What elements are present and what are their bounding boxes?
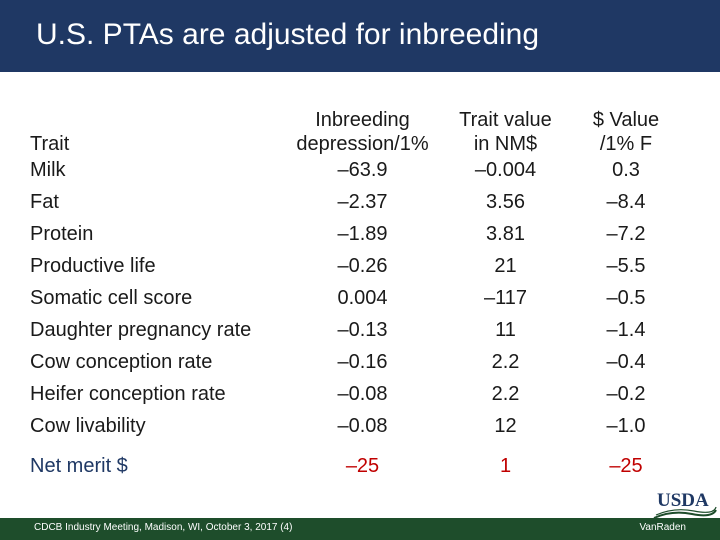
usda-logo: USDA xyxy=(653,490,717,519)
table-row-value: 3.81 xyxy=(486,223,525,245)
header-col1-line2: depression/1% xyxy=(296,133,429,155)
table-row-depression: –1.89 xyxy=(337,223,388,245)
table-row-trait: Somatic cell score xyxy=(30,287,193,309)
table-row-depression: –63.9 xyxy=(337,159,388,181)
table-row-trait: Productive life xyxy=(30,255,156,277)
table-row-depression: 0.004 xyxy=(337,287,388,309)
table-row-value: 21 xyxy=(494,255,517,277)
header-col1-line1: Inbreeding xyxy=(315,109,410,131)
table-row-value: 12 xyxy=(494,415,517,437)
header-col2-line2: in NM$ xyxy=(473,133,538,155)
table-row-value: 2.2 xyxy=(491,383,520,405)
footer-bar: CDCB Industry Meeting, Madison, WI, Octo… xyxy=(0,518,720,540)
table-row-dollar: 0.3 xyxy=(612,159,640,181)
usda-logo-text: USDA xyxy=(657,490,709,511)
table-row-trait: Cow conception rate xyxy=(30,351,213,373)
table-row-depression: –0.26 xyxy=(337,255,388,277)
table-row-trait: Daughter pregnancy rate xyxy=(30,319,252,341)
slide-title: U.S. PTAs are adjusted for inbreeding xyxy=(36,18,540,51)
table-row-depression: –0.08 xyxy=(337,415,388,437)
table-row-depression: –0.13 xyxy=(337,319,388,341)
table-row-trait: Cow livability xyxy=(30,415,146,437)
table-row-value: 3.56 xyxy=(486,191,525,213)
table-row-depression: –0.16 xyxy=(337,351,388,373)
net-merit-depression: –25 xyxy=(345,455,380,477)
table-row-value: –0.004 xyxy=(474,159,537,181)
table-row-dollar: –7.2 xyxy=(606,223,646,245)
table-row-dollar: –0.5 xyxy=(606,287,646,309)
table-row-dollar: –1.0 xyxy=(606,415,646,437)
table-row-dollar: –0.2 xyxy=(606,383,646,405)
net-merit-dollar: –25 xyxy=(609,455,643,477)
header-col3-line1: $ Value xyxy=(592,109,660,131)
footer-author: VanRaden xyxy=(639,522,686,533)
table-row-value: –117 xyxy=(483,287,527,309)
table-row-dollar: –1.4 xyxy=(606,319,646,341)
table-row-value: 11 xyxy=(495,319,516,341)
table-row-depression: –2.37 xyxy=(337,191,388,213)
table-row-trait: Protein xyxy=(30,223,94,245)
footer-meeting-text: CDCB Industry Meeting, Madison, WI, Octo… xyxy=(34,522,293,533)
net-merit-label: Net merit $ xyxy=(30,455,128,477)
table-row-trait: Fat xyxy=(30,191,59,213)
header-col3-line2: /1% F xyxy=(599,133,653,155)
title-bar: U.S. PTAs are adjusted for inbreeding xyxy=(0,0,720,72)
net-merit-value: 1 xyxy=(499,455,512,477)
table-row-trait: Milk xyxy=(30,159,66,181)
header-trait: Trait xyxy=(30,133,70,155)
table-row-dollar: –8.4 xyxy=(606,191,646,213)
table-row-dollar: –5.5 xyxy=(606,255,646,277)
table-row-value: 2.2 xyxy=(491,351,520,373)
table-row-trait: Heifer conception rate xyxy=(30,383,226,405)
header-col2-line1: Trait value xyxy=(459,109,552,131)
table-row-dollar: –0.4 xyxy=(606,351,646,373)
table-row-depression: –0.08 xyxy=(337,383,388,405)
